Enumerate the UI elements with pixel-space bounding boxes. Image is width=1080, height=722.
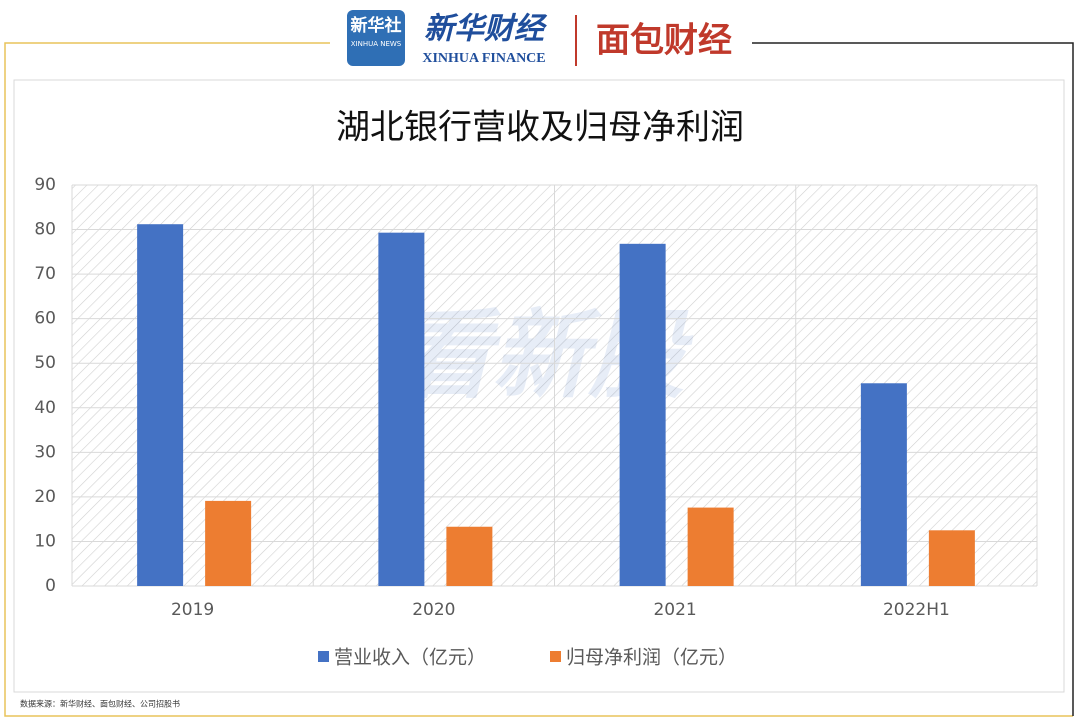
bar: [378, 232, 425, 586]
logo-text: 新华财经: [424, 12, 548, 47]
y-tick-label: 40: [34, 398, 56, 418]
legend-swatch: [550, 651, 561, 662]
frame-dark: [752, 42, 1074, 716]
bar: [446, 526, 493, 586]
legend-swatch: [318, 651, 329, 662]
logo-xinhua-news: [347, 10, 405, 66]
y-tick-label: 10: [34, 531, 56, 551]
bar: [205, 500, 252, 586]
source-note: 数据来源：新华财经、面包财经、公司招股书: [20, 699, 180, 709]
y-tick-label: 20: [34, 487, 56, 507]
frame-gold: [4, 42, 1073, 717]
bar: [928, 530, 975, 586]
x-tick-label: 2021: [653, 600, 696, 620]
logo-text: XINHUA NEWS: [351, 40, 402, 48]
x-tick-label: 2022H1: [883, 600, 950, 620]
logo-text: 面包财经: [596, 21, 732, 61]
y-tick-label: 80: [34, 220, 56, 240]
y-tick-label: 60: [34, 309, 56, 329]
legend-label: 营业收入（亿元）: [334, 647, 486, 669]
y-tick-label: 70: [34, 264, 56, 284]
bar: [687, 507, 734, 586]
legend-label: 归母净利润（亿元）: [566, 647, 737, 669]
y-tick-label: 30: [34, 442, 56, 462]
bar: [860, 383, 907, 586]
x-tick-label: 2020: [412, 600, 455, 620]
bar: [619, 243, 666, 586]
x-tick-label: 2019: [171, 600, 214, 620]
y-tick-label: 90: [34, 175, 56, 195]
y-tick-label: 0: [45, 576, 56, 596]
logo-text: XINHUA FINANCE: [422, 51, 545, 66]
y-tick-label: 50: [34, 353, 56, 373]
chart-title: 湖北银行营收及归母净利润: [336, 108, 744, 148]
bar: [137, 224, 184, 586]
logo-text: 新华社: [351, 15, 402, 36]
